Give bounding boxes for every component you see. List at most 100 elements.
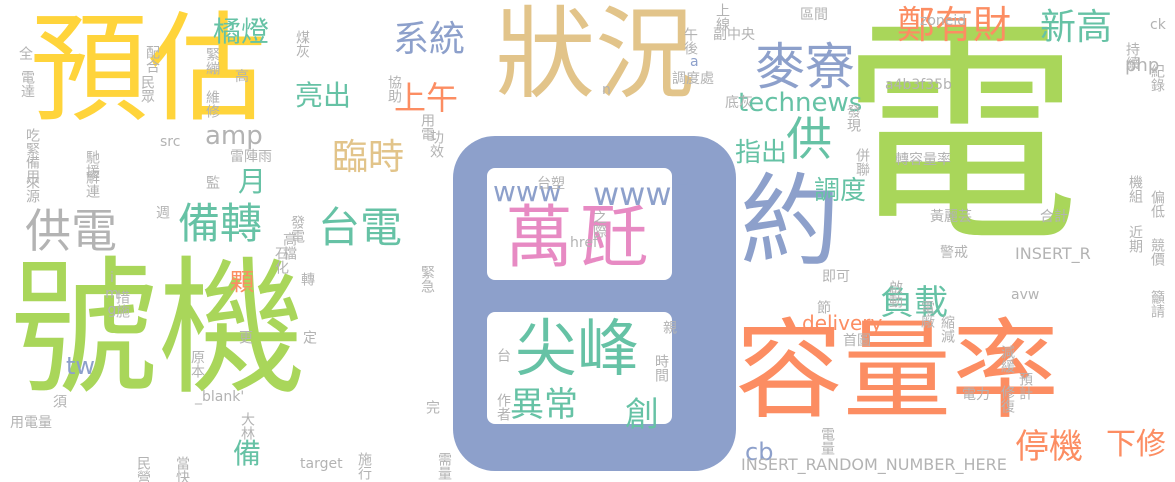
cloud-word: www5 bbox=[593, 175, 692, 213]
cloud-word: 上線 bbox=[714, 3, 730, 31]
cloud-word: 調度處 bbox=[672, 71, 714, 87]
cloud-word: 狀況 bbox=[495, 0, 695, 113]
cloud-word: cb bbox=[745, 438, 774, 466]
cloud-word: 維修 bbox=[204, 90, 220, 118]
cloud-word: 馳援 bbox=[84, 150, 100, 178]
cloud-word: 施行 bbox=[356, 452, 372, 480]
cloud-word: 民營 bbox=[135, 456, 151, 482]
cloud-word: 定 bbox=[301, 330, 317, 344]
cloud-word: 橘燈 bbox=[213, 15, 270, 48]
cloud-word: 異常 bbox=[510, 385, 578, 425]
cloud-word: 發電 bbox=[289, 215, 305, 243]
cloud-word: 台塑 bbox=[537, 176, 565, 192]
cloud-word: 吃緊 bbox=[24, 128, 40, 156]
cloud-word: 底灰 bbox=[725, 95, 753, 111]
cloud-word: 減緩 bbox=[999, 345, 1015, 373]
cloud-word: 當快 bbox=[174, 456, 190, 482]
cloud-word: 即可 bbox=[822, 269, 850, 285]
cloud-word: 轉容量率 bbox=[895, 152, 951, 168]
cloud-word: 黃麗芸 bbox=[930, 209, 972, 225]
cloud-word: 配合 bbox=[144, 45, 160, 73]
cloud-word: tw bbox=[66, 352, 96, 380]
cloud-word: 容量率 bbox=[735, 309, 1060, 434]
cloud-word: 創 bbox=[625, 395, 659, 435]
cloud-word: 修復 bbox=[999, 385, 1015, 413]
cloud-word: delivery bbox=[802, 311, 883, 335]
cloud-word: 大林 bbox=[239, 412, 255, 440]
cloud-word: 更 bbox=[237, 330, 253, 344]
cloud-word: 發現 bbox=[845, 104, 861, 132]
cloud-word: 作者 bbox=[495, 393, 511, 421]
cloud-word: INSERT_RANDOM_NUMBER_HERE bbox=[741, 455, 1007, 474]
cloud-word: 煤灰 bbox=[294, 30, 310, 58]
cloud-word: 全 bbox=[17, 46, 33, 60]
cloud-word: a4b3f35b bbox=[885, 77, 952, 93]
cloud-word: 區間 bbox=[800, 7, 828, 23]
cloud-word: 啟動 bbox=[887, 280, 903, 308]
cloud-word: 指出 bbox=[735, 138, 788, 168]
cloud-word: 首圖 bbox=[843, 333, 871, 349]
cloud-word: 備轉 bbox=[178, 199, 263, 248]
cloud-word: 持續 bbox=[1124, 42, 1140, 70]
cloud-word: 上午 bbox=[394, 79, 459, 117]
cloud-word: 來源 bbox=[24, 175, 40, 203]
cloud-word: 緊繃 bbox=[204, 47, 220, 75]
cloud-word: 電量 bbox=[819, 427, 835, 455]
cloud-word: 麥寮 bbox=[755, 38, 855, 96]
cloud-word: 電達 bbox=[19, 70, 35, 98]
cloud-word: zoneid bbox=[920, 13, 967, 29]
cloud-word: ck bbox=[1150, 17, 1166, 33]
cloud-word: 調度 bbox=[814, 176, 867, 206]
cloud-word: 節 bbox=[815, 300, 831, 314]
cloud-word: 緊急 bbox=[419, 265, 435, 293]
cloud-word: 警戒 bbox=[940, 245, 968, 261]
cloud-word: src bbox=[160, 134, 181, 150]
cloud-word: 副中央 bbox=[713, 27, 755, 43]
cloud-word: 顆 bbox=[230, 268, 254, 296]
cloud-word: 功效 bbox=[428, 130, 444, 158]
cloud-word: 號機 bbox=[10, 243, 306, 415]
cloud-word: _blank' bbox=[195, 389, 245, 405]
cloud-word: 籲請 bbox=[1149, 290, 1165, 318]
cloud-word: 瓩 bbox=[580, 199, 649, 278]
cloud-word: 近期 bbox=[1127, 225, 1143, 253]
cloud-word: 高檔 bbox=[281, 232, 297, 260]
cloud-word: 電廠 bbox=[919, 300, 935, 328]
cloud-word: 下修 bbox=[1106, 427, 1166, 462]
cloud-word: 偏低 bbox=[1149, 190, 1165, 218]
cloud-word: 亮出 bbox=[295, 79, 352, 112]
cloud-word: 完 bbox=[424, 400, 440, 414]
cloud-word: 石化 bbox=[273, 246, 289, 274]
cloud-word: avw bbox=[1011, 287, 1040, 303]
cloud-word: 尖峰 bbox=[515, 312, 640, 385]
cloud-word: 午後 bbox=[682, 27, 698, 55]
cloud-word: 萬 bbox=[505, 199, 574, 278]
cloud-word: 停機 bbox=[1015, 427, 1083, 467]
cloud-word: 原本 bbox=[189, 350, 205, 378]
cloud-word: 供電 bbox=[25, 204, 117, 258]
cloud-word: 紀錄 bbox=[1149, 64, 1165, 92]
cloud-word: 用電 bbox=[419, 113, 435, 141]
cloud-word: 台電 bbox=[318, 203, 403, 252]
cloud-word: 機組 bbox=[1127, 175, 1143, 203]
cloud-word: 備 bbox=[233, 437, 262, 470]
cloud-word: 併聯 bbox=[854, 148, 870, 176]
cloud-word: href bbox=[570, 235, 598, 251]
cloud-word: technews bbox=[738, 88, 863, 118]
cloud-word: 高 bbox=[235, 69, 249, 85]
cloud-word: n bbox=[602, 82, 611, 98]
cloud-word: 須 bbox=[51, 394, 67, 408]
cloud-word: 電力 bbox=[962, 387, 990, 403]
cloud-word: 雷陣雨 bbox=[230, 149, 272, 165]
cloud-word: 約 bbox=[740, 163, 840, 280]
cloud-word: 台 bbox=[495, 348, 511, 362]
cloud-word: target bbox=[300, 456, 343, 472]
cloud-word: a bbox=[690, 54, 699, 70]
cloud-word: 之際 bbox=[591, 210, 607, 238]
cloud-word: 臨時 bbox=[332, 137, 405, 178]
cloud-word: amp bbox=[205, 121, 263, 151]
cloud-word: 電 bbox=[840, 0, 1081, 275]
cloud-word: 轉 bbox=[299, 272, 315, 286]
